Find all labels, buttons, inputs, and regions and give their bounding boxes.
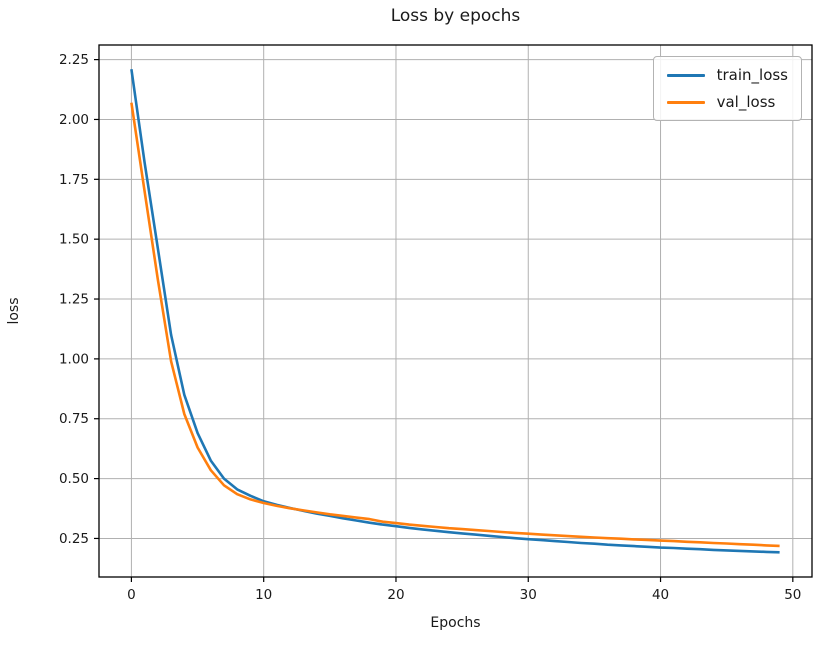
x-tick-label: 0	[127, 587, 136, 603]
y-tick-label: 1.25	[59, 292, 89, 308]
train-loss-line-swatch	[666, 73, 705, 77]
x-tick-label: 10	[255, 587, 272, 603]
legend: train_loss val_loss	[652, 56, 802, 121]
x-tick-label: 40	[652, 587, 669, 603]
y-tick-label: 0.50	[59, 471, 89, 487]
y-tick-label: 1.75	[59, 172, 89, 188]
x-tick-label: 30	[520, 587, 537, 603]
val_loss-line	[130, 102, 780, 548]
axes-spines	[98, 44, 813, 578]
train_loss-line	[130, 69, 780, 554]
val-loss-line-swatch	[666, 100, 705, 104]
y-tick-label: 1.50	[59, 232, 89, 248]
y-tick-label: 0.75	[59, 411, 89, 427]
x-tick-label: 50	[784, 587, 801, 603]
y-tick-label: 2.00	[59, 112, 89, 128]
legend-label-train-loss: train_loss	[716, 66, 788, 84]
legend-item-train-loss: train_loss	[666, 66, 788, 84]
y-tick-label: 1.00	[59, 351, 89, 367]
legend-label-val-loss: val_loss	[716, 93, 776, 111]
legend-item-val-loss: val_loss	[666, 93, 788, 111]
x-axis-label: Epochs	[430, 615, 481, 631]
x-tick-label: 20	[387, 587, 404, 603]
y-tick-label: 0.25	[59, 531, 89, 547]
chart-title: Loss by epochs	[390, 6, 521, 26]
y-tick-label: 2.25	[59, 52, 89, 68]
